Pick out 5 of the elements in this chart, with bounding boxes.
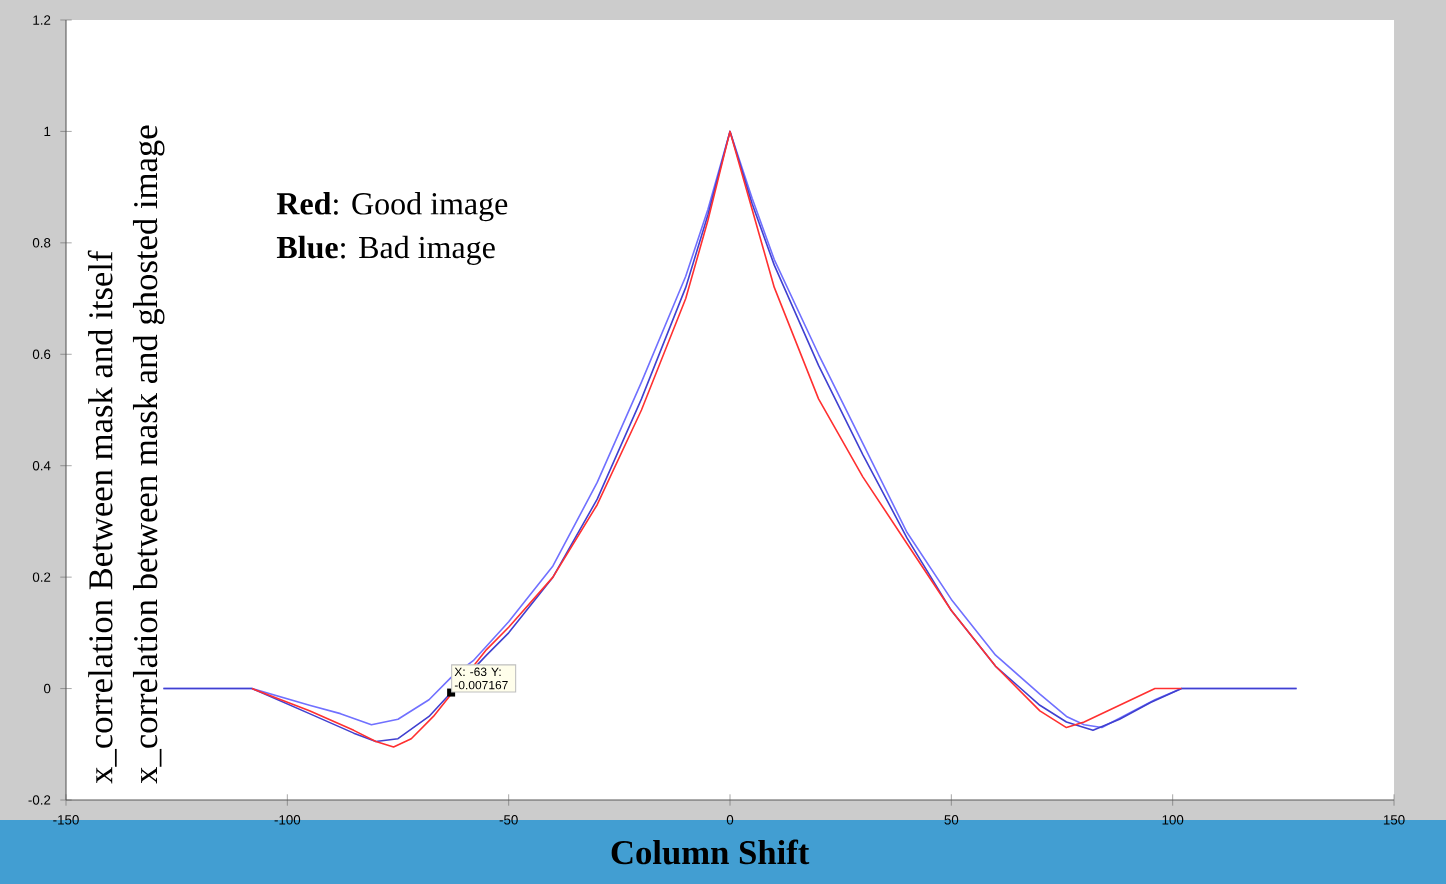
x-axis-title: Column Shift: [611, 839, 810, 865]
annotation: x_correlation between mask and ghosted image: [132, 125, 165, 784]
y-axis-title: x_correlation Between mask and itself: [87, 250, 117, 784]
annotation: Red: Good image: [276, 192, 508, 222]
annotation: Blue: Bad image: [276, 235, 495, 265]
